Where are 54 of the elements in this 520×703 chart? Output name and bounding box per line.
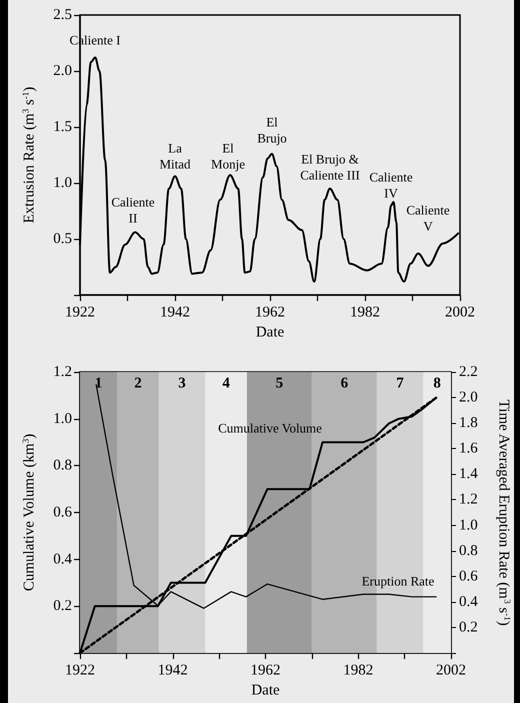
y2-tick-label: 1.2 <box>459 492 478 508</box>
x-tick-label: 1942 <box>160 304 190 320</box>
band-label: 8 <box>433 376 441 392</box>
band-label: 2 <box>134 376 142 392</box>
annotation: Caliente IV <box>369 170 413 200</box>
y-tick-label: 0.8 <box>53 458 72 474</box>
annotation: La Mitad <box>159 140 192 172</box>
x-tick-label: 1982 <box>343 662 374 678</box>
x-axis-title: Date <box>251 682 280 698</box>
y2-tick-label: 1.6 <box>459 440 478 457</box>
annotation: El Brujo & Caliente III <box>300 152 360 182</box>
y-tick-label: 1.0 <box>53 410 72 427</box>
annotation: Caliente II <box>111 194 155 226</box>
y2-tick-label: 2.0 <box>459 390 478 406</box>
annotation: El Monje <box>211 140 246 172</box>
y2-tick-label: 0.6 <box>459 568 478 584</box>
annotation: El Brujo <box>257 114 287 146</box>
y-tick-label: 2.0 <box>53 63 72 79</box>
annotation: Caliente V <box>406 202 450 234</box>
band-label: 7 <box>396 376 404 392</box>
band-label: 3 <box>178 376 186 392</box>
y2-axis-title: Time Averaged Eruption Rate (m3 s-1) <box>496 400 512 626</box>
x-tick-label: 2002 <box>436 662 466 678</box>
band-label: 1 <box>94 376 102 392</box>
band-label: 5 <box>276 376 284 392</box>
y2-tick-label: 0.2 <box>459 619 478 636</box>
x-tick-label: 1982 <box>350 304 380 320</box>
band-label: 6 <box>340 376 349 392</box>
x-tick-label: 2002 <box>445 304 475 320</box>
annotation: Eruption Rate <box>362 574 435 588</box>
y-tick-label: 0.2 <box>53 598 72 614</box>
y-tick-label: 2.5 <box>53 7 72 23</box>
x-tick-label: 1922 <box>65 304 95 320</box>
y-tick-label: 1.0 <box>53 175 72 191</box>
y2-tick-label: 2.2 <box>459 364 478 380</box>
y2-tick-label: 0.4 <box>459 594 478 610</box>
y-tick-label: 0.5 <box>53 231 72 247</box>
x-tick-label: 1962 <box>250 662 280 678</box>
y2-tick-label: 1.4 <box>459 466 478 482</box>
x-tick-label: 1962 <box>255 304 285 320</box>
y-tick-label: 1.5 <box>53 119 72 135</box>
x-axis-title: Date <box>256 324 284 340</box>
y-axis-title: Extrusion Rate (m3 s-1) <box>20 86 38 224</box>
y-tick-label: 0.4 <box>53 551 72 568</box>
y-tick-label: 0.6 <box>53 504 72 520</box>
x-tick-label: 1942 <box>158 662 188 678</box>
y2-tick-label: 0.8 <box>459 542 478 559</box>
y2-tick-label: 1.8 <box>459 415 478 432</box>
band-label: 4 <box>222 376 230 392</box>
y2-tick-label: 1.0 <box>459 517 478 534</box>
y-axis-title: Cumulative Volume (km3) <box>20 434 38 592</box>
x-tick-label: 1922 <box>65 662 95 678</box>
annotation: Cumulative Volume <box>218 420 322 436</box>
y-tick-label: 1.2 <box>53 364 72 380</box>
